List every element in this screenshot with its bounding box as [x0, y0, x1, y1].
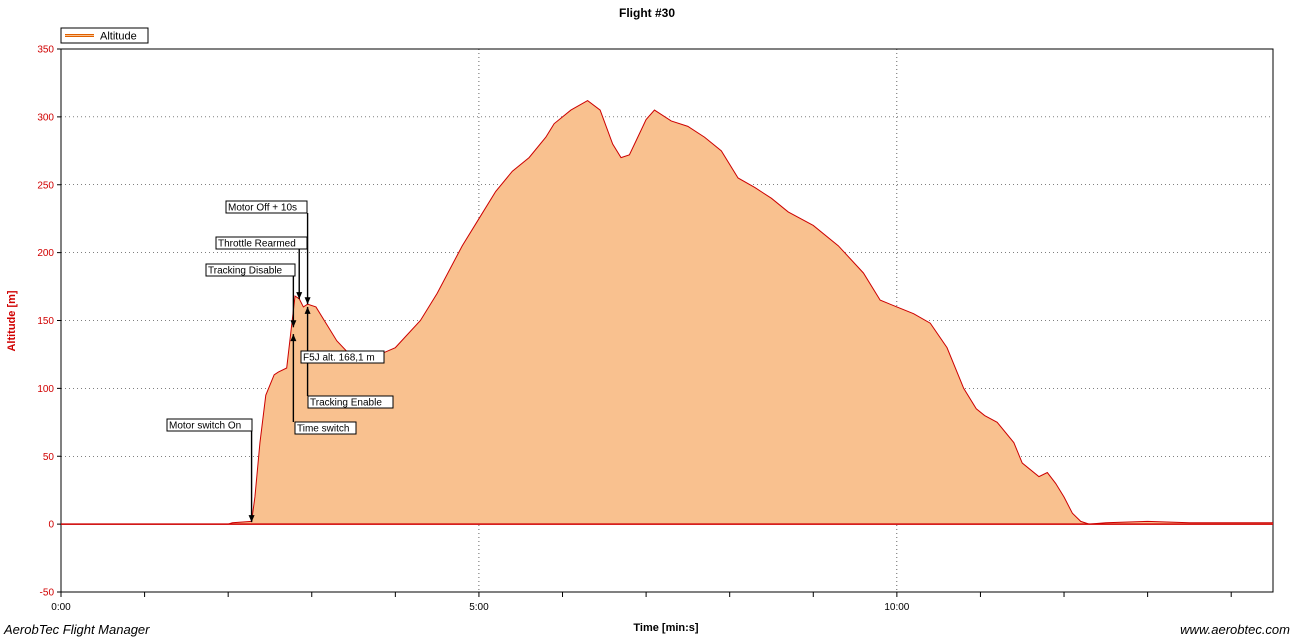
x-tick-label: 5:00 — [469, 602, 489, 613]
y-tick-label: 50 — [43, 452, 55, 463]
annotation-arrow — [304, 297, 311, 305]
annotation-label: Tracking Enable — [310, 398, 382, 409]
annotation-arrow — [296, 292, 303, 300]
y-tick-label: -50 — [40, 588, 55, 599]
y-tick-label: 300 — [37, 112, 54, 123]
annotation-arrow — [290, 334, 297, 342]
y-tick-label: 0 — [48, 520, 54, 531]
annotations: Motor switch On Time switch Tracking Disab… — [166, 200, 394, 523]
annotation-arrow — [248, 515, 255, 523]
x-ticks: 0:00 5:00 10:00 — [51, 592, 1232, 613]
y-tick-label: 100 — [37, 384, 54, 395]
x-tick-label: 10:00 — [884, 602, 909, 613]
y-tick-label: 200 — [37, 248, 54, 259]
legend: Altitude — [60, 27, 149, 44]
chart-title: Flight #30 — [619, 6, 675, 20]
annotation-label: F5J alt. 168,1 m — [303, 353, 375, 364]
altitude-line — [61, 99, 1273, 525]
footer-left: AerobTec Flight Manager — [3, 622, 150, 637]
x-tick-label: 0:00 — [51, 602, 71, 613]
y-tick-label: 250 — [37, 180, 54, 191]
annotation-box — [205, 263, 296, 277]
annotation-arrow — [304, 306, 311, 314]
annotation-box — [307, 395, 394, 409]
y-axis-label: Altitude [m] — [6, 290, 18, 351]
annotation-label: Tracking Disable — [208, 266, 283, 277]
annotation-box — [294, 421, 357, 435]
legend-box — [60, 27, 149, 44]
annotation-label: Motor switch On — [169, 421, 241, 432]
y-tick-label: 350 — [37, 45, 54, 56]
footer-right: www.aerobtec.com — [1180, 622, 1290, 637]
x-axis-label: Time [min:s] — [633, 622, 699, 634]
annotation-box — [300, 350, 385, 364]
legend-label: Altitude — [100, 31, 137, 43]
plot-area: 0:00 5:00 10:00 -50 0 50 100 150 200 250 300 350 M… — [37, 45, 1274, 613]
altitude-area — [61, 100, 1273, 525]
annotation-label: Motor Off + 10s — [228, 203, 297, 214]
annotation-label: Throttle Rearmed — [218, 239, 296, 250]
annotation-box — [225, 200, 308, 214]
annotation-label: Time switch — [297, 424, 349, 435]
annotation-box — [166, 418, 253, 432]
annotation-arrow — [290, 320, 297, 328]
y-ticks: -50 0 50 100 150 200 250 300 350 — [37, 45, 61, 599]
y-tick-label: 150 — [37, 316, 54, 327]
